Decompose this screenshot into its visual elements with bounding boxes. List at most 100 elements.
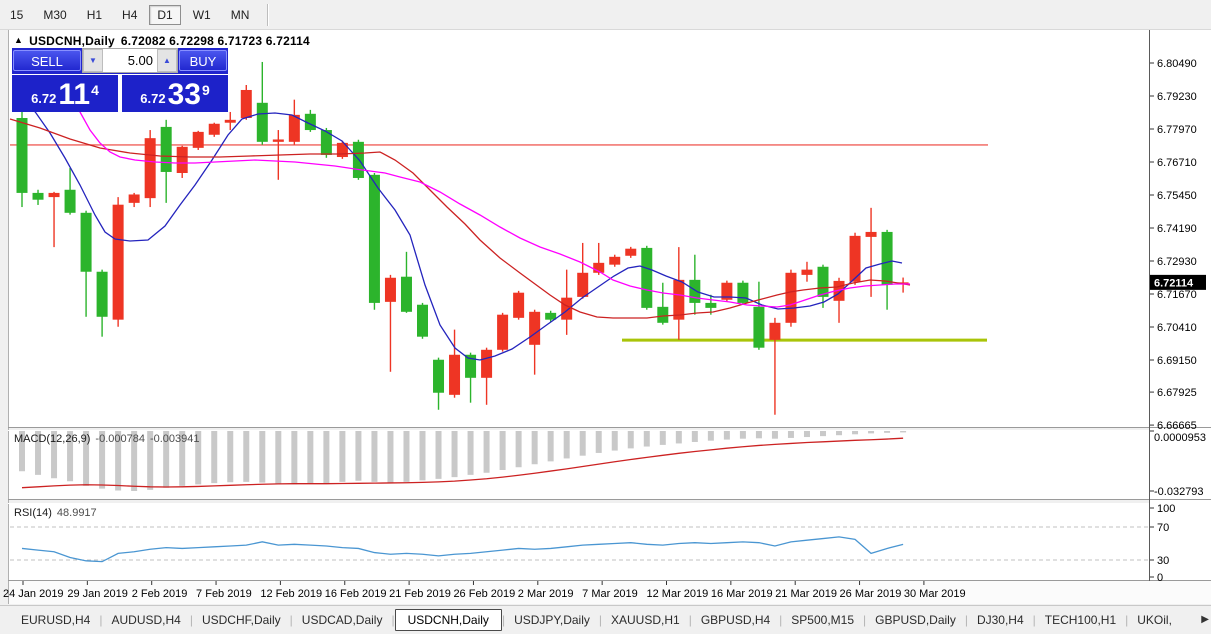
date-axis-label: 21 Mar 2019 — [775, 588, 837, 600]
collapse-panel-icon[interactable]: ▲ — [14, 35, 24, 45]
price-axis-label: 6.76710 — [1157, 157, 1197, 169]
sell-price-prefix: 6.72 — [31, 91, 57, 106]
candle-54 — [881, 231, 893, 285]
candle-23 — [384, 277, 396, 302]
tab-audusd-h4[interactable]: AUDUSD,H4 — [111, 613, 181, 627]
rsi-axis-label: 100 — [1157, 503, 1175, 515]
date-axis-label: 7 Feb 2019 — [196, 588, 252, 600]
tab-sp500-m15[interactable]: SP500,M15 — [791, 613, 855, 627]
volume-decrease-button[interactable]: ▼ — [83, 49, 103, 72]
date-axis-label: 16 Feb 2019 — [325, 588, 387, 600]
tab-gbpusd-h4[interactable]: GBPUSD,H4 — [700, 613, 771, 627]
tab-separator: | — [289, 613, 293, 627]
tab-usdjpy-daily[interactable]: USDJPY,Daily — [514, 613, 590, 627]
timeframe-d1[interactable]: D1 — [149, 4, 181, 25]
buy-button[interactable]: BUY — [179, 50, 227, 71]
timeframe-w1[interactable]: W1 — [192, 7, 211, 22]
timeframe-mn[interactable]: MN — [230, 7, 250, 22]
date-axis-label: 29 Jan 2019 — [67, 588, 128, 600]
rsi-indicator-name: RSI(14) — [14, 507, 52, 519]
candle-3 — [64, 189, 76, 213]
price-axis-gutter — [1150, 30, 1211, 581]
timeframe-h1[interactable]: H1 — [86, 7, 103, 22]
candle-16 — [272, 139, 284, 142]
volume-increase-button[interactable]: ▲ — [157, 49, 177, 72]
candle-50 — [817, 266, 829, 297]
candle-34 — [561, 297, 573, 320]
date-axis-label: 12 Feb 2019 — [260, 588, 322, 600]
candle-26 — [433, 359, 445, 393]
sell-price-pips: 11 — [58, 78, 91, 111]
candle-31 — [513, 292, 525, 318]
price-axis-label: 6.69150 — [1157, 355, 1197, 367]
tab-separator: | — [1032, 613, 1036, 627]
candle-38 — [625, 248, 637, 256]
candle-24 — [400, 276, 412, 312]
candle-18 — [304, 113, 316, 131]
candle-41 — [673, 279, 685, 320]
price-axis-label: 6.74190 — [1157, 223, 1197, 235]
rsi-line — [21, 536, 904, 563]
tab-tech100-h1[interactable]: TECH100,H1 — [1044, 613, 1117, 627]
macd-pane-label: MACD(12,26,9) -0.000784 -0.003941 — [14, 433, 200, 445]
candle-30 — [497, 314, 509, 350]
candle-55 — [897, 282, 909, 284]
candle-32 — [529, 311, 541, 345]
candle-37 — [609, 256, 621, 265]
candle-17 — [288, 114, 300, 142]
rsi-pane-label: RSI(14) 48.9917 — [14, 507, 97, 519]
date-axis-label: 26 Feb 2019 — [453, 588, 515, 600]
candle-43 — [705, 302, 717, 308]
macd-value: -0.000784 — [95, 433, 145, 445]
buy-price-box[interactable]: 6.72 33 9 — [122, 75, 228, 112]
macd-histogram — [19, 431, 907, 491]
price-axis-label: 6.67925 — [1157, 387, 1197, 399]
candle-47 — [769, 322, 781, 340]
timeframe-15[interactable]: 15 — [10, 7, 24, 22]
tab-usdcad-daily[interactable]: USDCAD,Daily — [301, 613, 383, 627]
candle-7 — [128, 194, 140, 203]
candle-8 — [144, 138, 156, 199]
candle-13 — [224, 119, 236, 123]
candle-6 — [112, 204, 124, 320]
date-axis-label: 2 Feb 2019 — [132, 588, 188, 600]
candle-11 — [192, 131, 204, 148]
tab-xauusd-h1[interactable]: XAUUSD,H1 — [611, 613, 680, 627]
trade-panel-top-row: SELL ▼ ▲ BUY — [12, 48, 228, 74]
date-axis-label: 21 Feb 2019 — [389, 588, 451, 600]
trade-panel-price-row: 6.72 11 4 6.72 33 9 — [12, 75, 228, 112]
sell-price-box[interactable]: 6.72 11 4 — [12, 75, 118, 112]
ma-mid-red — [9, 118, 911, 319]
candle-25 — [417, 304, 428, 337]
candle-10 — [176, 146, 188, 174]
tab-eurusd-h4[interactable]: EURUSD,H4 — [21, 613, 91, 627]
date-axis-strip — [9, 581, 1211, 604]
tab-scroll-right-icon[interactable]: ▶ — [1201, 614, 1209, 625]
tab-usdcnh-daily[interactable]: USDCNH,Daily — [394, 609, 502, 631]
current-price-value: 6.72114 — [1154, 277, 1194, 289]
volume-input[interactable] — [103, 49, 157, 72]
candle-5 — [96, 271, 108, 317]
tab-ukoil-[interactable]: UKOil, — [1137, 613, 1172, 627]
candle-20 — [336, 142, 348, 158]
current-price-tag — [1150, 274, 1206, 290]
tab-usdchf-daily[interactable]: USDCHF,Daily — [201, 613, 281, 627]
tab-separator: | — [189, 613, 193, 627]
candle-14 — [240, 89, 252, 119]
candle-2 — [48, 192, 60, 198]
candle-15 — [256, 102, 268, 142]
tab-gbpusd-daily[interactable]: GBPUSD,Daily — [875, 613, 956, 627]
sell-button[interactable]: SELL — [13, 50, 81, 71]
macd-indicator-name: MACD(12,26,9) — [14, 433, 91, 445]
date-axis-label: 30 Mar 2019 — [904, 588, 966, 600]
tab-separator: | — [501, 613, 506, 627]
chart-symbol-label: USDCNH,Daily — [29, 34, 115, 48]
date-axis-label: 7 Mar 2019 — [582, 588, 638, 600]
tab-dj30-h4[interactable]: DJ30,H4 — [976, 613, 1024, 627]
timeframe-m30[interactable]: M30 — [43, 7, 67, 22]
sell-price-point: 4 — [91, 82, 99, 98]
timeframe-h4[interactable]: H4 — [122, 7, 138, 22]
candle-48 — [785, 272, 797, 323]
tab-separator: | — [863, 613, 867, 627]
